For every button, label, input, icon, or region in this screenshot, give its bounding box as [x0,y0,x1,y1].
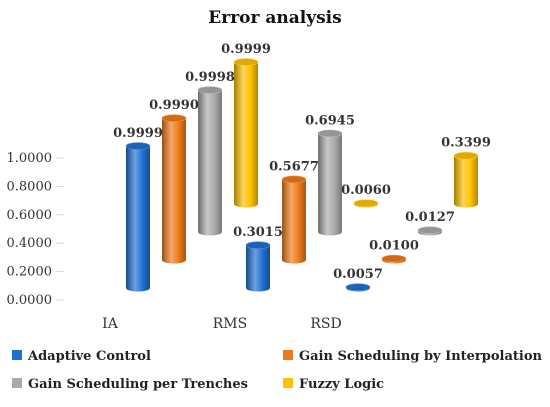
legend-item-fuzzy-logic: Fuzzy Logic [283,377,384,392]
bar-gain-scheduling-by-interpolation-rms [281,175,307,264]
bar-top [345,283,371,291]
bar-body [162,118,186,264]
bar-adaptive-control-rms [245,241,271,292]
data-label: 0.0057 [333,267,383,282]
bar-body [126,146,150,292]
bar-body [454,155,478,208]
legend-swatch [12,350,22,360]
category-label-rsd: RSD [310,316,341,332]
bar-adaptive-control-ia [125,142,151,292]
bar-top [161,114,187,122]
bar-top [453,151,479,160]
data-label: 0.9999 [113,126,163,141]
data-label: 0.9990 [149,98,199,113]
bar-gain-scheduling-per-trenches-ia [197,86,223,236]
data-label: 0.0100 [369,239,419,254]
bar-fuzzy-logic-rsd [453,151,479,208]
bar-top [197,86,223,94]
legend-swatch [283,378,293,388]
legend-label: Fuzzy Logic [299,377,384,392]
data-label: 0.9998 [185,70,235,85]
bar-gain-scheduling-per-trenches-rsd [417,226,443,236]
legend-item-gain-scheduling-by-interpolation: Gain Scheduling by Interpolation [283,349,543,364]
y-tick-label: 0.2000 [7,265,53,280]
bar-top [353,199,379,207]
y-tick-label: 0.6000 [7,208,53,223]
bar-body [234,62,258,208]
bar-top [281,175,307,184]
y-tick-label: 1.0000 [7,151,53,166]
y-tick-label: 0.4000 [7,236,53,251]
bar-adaptive-control-rsd [345,283,371,292]
data-label: 0.3015 [233,225,283,240]
data-label: 0.3399 [441,136,491,151]
bar-top [381,254,407,263]
legend-label: Gain Scheduling by Interpolation [299,349,543,364]
bar-fuzzy-logic-ia [233,58,259,208]
data-label: 0.6945 [305,113,355,128]
bar-top [125,142,151,150]
bar-body [318,133,342,236]
legend-item-adaptive-control: Adaptive Control [12,349,151,364]
legend-label: Gain Scheduling per Trenches [28,377,248,392]
category-label-ia: IA [102,316,119,332]
y-tick-label: 0.8000 [7,179,53,194]
bar-gain-scheduling-by-interpolation-rsd [381,254,407,264]
category-label-rms: RMS [213,316,247,332]
y-tick-label: 0.0000 [7,293,53,308]
data-label: 0.5677 [269,159,319,174]
bar-fuzzy-logic-rms [353,199,379,208]
legend-label: Adaptive Control [27,349,151,364]
data-label: 0.9999 [221,42,271,57]
bar-top [245,241,271,249]
bar-top [317,129,343,138]
bar-body [246,245,270,292]
legend-swatch [12,378,22,388]
bar-gain-scheduling-per-trenches-rms [317,129,343,236]
bar-top [417,226,443,234]
data-label: 0.0127 [405,210,455,225]
bar-top [233,58,259,66]
bar-body [282,179,306,264]
legend-item-gain-scheduling-per-trenches: Gain Scheduling per Trenches [12,377,248,392]
bar-gain-scheduling-by-interpolation-ia [161,114,187,264]
bar-body [198,90,222,236]
chart-title: Error analysis [208,8,341,28]
legend-swatch [283,350,293,360]
data-label: 0.0060 [341,183,391,198]
